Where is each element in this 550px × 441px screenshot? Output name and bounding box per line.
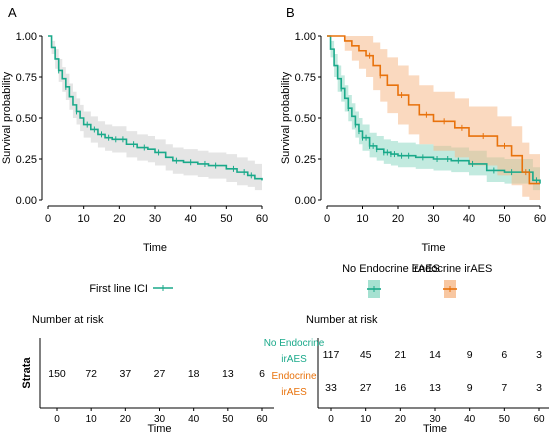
risk-count: 6 [501, 349, 507, 361]
risk-count: 117 [323, 349, 340, 361]
panel-a: A0.000.250.500.751.000 10 20 30 40 50 60TimeSu… [1, 5, 274, 435]
risk-x-tick-label: 30 [154, 414, 166, 425]
risk-x-tick-label: 30 [429, 414, 441, 425]
risk-count: 14 [429, 349, 441, 361]
risk-count: 18 [188, 368, 200, 380]
risk-count: 33 [325, 382, 337, 394]
y-tick-label: 0.75 [295, 72, 316, 84]
risk-count: 6 [259, 368, 265, 380]
risk-x-tick-label: 40 [188, 414, 200, 425]
confidence-band [48, 36, 262, 192]
risk-count: 3 [536, 382, 542, 394]
risk-table-y-title: Strata [21, 357, 33, 389]
x-tick-label: 60 [534, 213, 546, 225]
risk-count: 72 [85, 368, 97, 380]
x-tick-label: 20 [392, 213, 404, 225]
risk-table-x-title: Time [147, 423, 171, 435]
x-tick-label: 10 [356, 213, 368, 225]
legend-label: First line ICI [89, 283, 148, 295]
risk-x-tick-label: 0 [54, 414, 60, 425]
survival-curve-2 [327, 35, 540, 185]
x-tick-label: 60 [256, 213, 268, 225]
risk-table-x-title: Time [423, 423, 447, 435]
risk-count: 13 [429, 382, 441, 394]
x-tick-label: 30 [427, 213, 439, 225]
risk-x-tick-label: 60 [256, 414, 268, 425]
x-axis-title: Time [143, 242, 167, 254]
x-tick-label: 40 [185, 213, 197, 225]
y-tick-label: 0.75 [16, 72, 37, 84]
risk-x-tick-label: 50 [499, 414, 511, 425]
risk-count: 150 [48, 368, 66, 380]
risk-count: 21 [394, 349, 406, 361]
risk-x-tick-label: 10 [360, 414, 372, 425]
risk-x-tick-label: 60 [533, 414, 545, 425]
x-tick-label: 0 [45, 213, 51, 225]
risk-row-label: irAES [281, 354, 307, 365]
risk-row-label: irAES [281, 387, 307, 398]
risk-count: 3 [536, 349, 542, 361]
risk-x-tick-label: 10 [86, 414, 98, 425]
risk-row-label: Endocrine [271, 371, 316, 382]
x-tick-label: 50 [220, 213, 232, 225]
x-tick-label: 50 [498, 213, 510, 225]
y-tick-label: 0.25 [295, 154, 316, 166]
risk-x-tick-label: 20 [120, 414, 132, 425]
x-tick-label: 30 [149, 213, 161, 225]
risk-count: 27 [360, 382, 372, 394]
x-tick-label: 40 [463, 213, 475, 225]
panel-b: B0.000.250.500.751.000 10 20 30 40 50 60TimeSu… [264, 5, 549, 435]
y-tick-label: 0.50 [16, 113, 37, 125]
risk-count: 27 [154, 368, 166, 380]
y-tick-label: 0.50 [295, 113, 316, 125]
x-axis-title: Time [421, 242, 445, 254]
x-tick-label: 10 [78, 213, 90, 225]
panel-label: A [8, 5, 17, 20]
risk-x-tick-label: 20 [395, 414, 407, 425]
risk-count: 7 [501, 382, 507, 394]
x-tick-label: 20 [113, 213, 125, 225]
risk-row-label: No Endocrine [264, 338, 325, 349]
risk-count: 9 [467, 382, 473, 394]
y-tick-label: 1.00 [16, 31, 37, 43]
x-tick-label: 0 [324, 213, 330, 225]
panel-label: B [286, 5, 295, 20]
legend-label: No Endocrine irAES [342, 263, 440, 275]
risk-count: 13 [222, 368, 234, 380]
y-tick-label: 0.25 [16, 154, 37, 166]
risk-x-tick-label: 50 [222, 414, 234, 425]
risk-table-title: Number at risk [32, 314, 104, 326]
risk-count: 16 [394, 382, 406, 394]
y-tick-label: 0.00 [295, 195, 316, 207]
risk-count: 9 [467, 349, 473, 361]
risk-x-tick-label: 0 [328, 414, 334, 425]
y-tick-label: 0.00 [16, 195, 37, 207]
legend-label: Endocrine irAES [412, 263, 493, 275]
risk-count: 37 [119, 368, 131, 380]
y-axis-title: Survival probability [280, 71, 292, 164]
risk-x-tick-label: 40 [464, 414, 476, 425]
risk-count: 45 [360, 349, 372, 361]
y-tick-label: 1.00 [295, 31, 316, 43]
risk-table-title: Number at risk [306, 314, 378, 326]
y-axis-title: Survival probability [1, 71, 13, 164]
